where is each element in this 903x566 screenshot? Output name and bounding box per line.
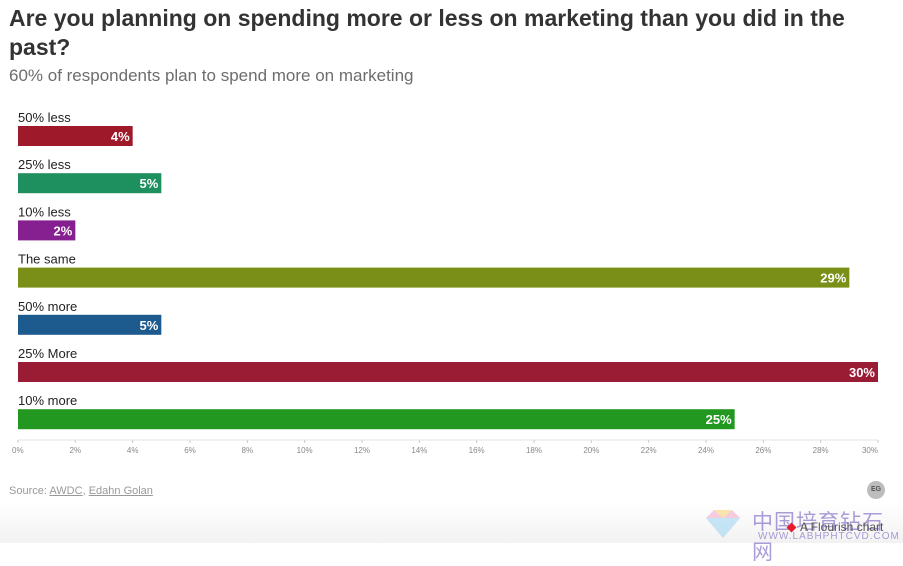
value-label: 4% [111, 129, 130, 144]
flourish-logo-icon [786, 522, 797, 533]
x-tick-label: 22% [641, 446, 657, 455]
x-tick-label: 30% [862, 446, 878, 455]
value-label: 30% [849, 365, 875, 380]
x-tick-label: 4% [127, 446, 139, 455]
x-tick-label: 20% [583, 446, 599, 455]
flourish-credit[interactable]: A Flourish chart [786, 520, 884, 534]
bar [18, 409, 735, 430]
source-prefix: Source: [9, 485, 47, 497]
value-label: 5% [140, 318, 159, 333]
source-link-edahn-golan[interactable]: Edahn Golan [88, 485, 153, 497]
x-tick-label: 2% [70, 446, 82, 455]
bar [18, 314, 162, 335]
category-label: 50% more [18, 299, 77, 314]
x-tick-label: 18% [526, 446, 542, 455]
category-label: The same [18, 252, 76, 267]
x-tick-label: 14% [411, 446, 427, 455]
eg-logo-badge: EG [867, 481, 885, 499]
category-label: 25% less [18, 157, 71, 172]
flourish-credit-text: A Flourish chart [800, 520, 884, 534]
source-separator: , [82, 485, 86, 497]
watermark-url: WWW.LABHPHTCVD.COM [758, 531, 900, 542]
bar [18, 362, 878, 382]
bar [18, 267, 850, 288]
category-label: 10% less [18, 204, 71, 219]
chart-subtitle: 60% of respondents plan to spend more on… [9, 66, 414, 85]
source-link-awdc[interactable]: AWDC [49, 485, 83, 497]
category-label: 10% more [18, 393, 77, 408]
x-tick-label: 8% [242, 446, 254, 455]
chart-title: Are you planning on spending more or les… [9, 5, 845, 60]
x-tick-label: 10% [297, 446, 313, 455]
value-label: 2% [54, 223, 73, 238]
value-label: 29% [820, 271, 846, 286]
x-tick-label: 16% [469, 446, 485, 455]
diamond-logo-icon [706, 510, 740, 538]
category-label: 25% More [18, 346, 77, 361]
bar [18, 126, 133, 146]
bar [18, 173, 162, 194]
x-tick-label: 24% [698, 446, 714, 455]
value-label: 25% [706, 412, 732, 427]
x-tick-label: 28% [813, 446, 829, 455]
x-tick-label: 26% [755, 446, 771, 455]
bar [18, 220, 76, 241]
category-label: 50% less [18, 110, 71, 125]
source-line: Source: AWDC, Edahn Golan [9, 485, 153, 497]
footer-strip [0, 503, 903, 543]
x-tick-label: 6% [184, 446, 196, 455]
x-tick-label: 0% [12, 446, 24, 455]
value-label: 5% [140, 176, 159, 191]
bar-chart: 50% less 4% 25% less 5% 10% less 2% The same 29… [12, 110, 879, 455]
x-tick-label: 12% [354, 446, 370, 455]
